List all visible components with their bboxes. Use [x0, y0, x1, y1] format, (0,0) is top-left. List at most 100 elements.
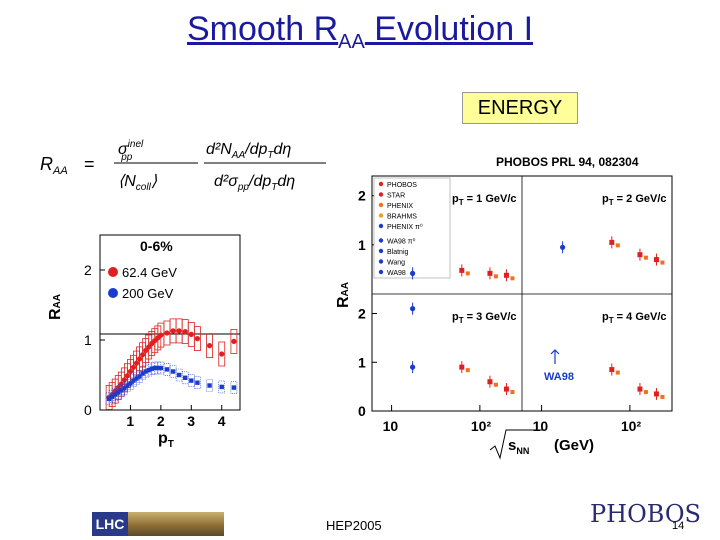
legend-marker	[378, 248, 384, 254]
point-phobos	[487, 379, 493, 385]
point-200gev	[137, 374, 142, 379]
sys-error-box	[218, 380, 226, 394]
point-sps	[410, 306, 416, 312]
y-tick-label: 0	[84, 402, 92, 418]
page-number: 14	[672, 520, 685, 532]
point-62gev	[194, 336, 200, 342]
x-tick-label: 10²	[471, 418, 492, 434]
legend-marker	[378, 223, 384, 229]
legend-entry: BRAHMS	[387, 214, 417, 221]
legend-entry: PHENIX π⁰	[387, 223, 423, 231]
legend-entry: Wang	[387, 260, 405, 267]
legend-marker	[378, 238, 384, 243]
svg-text:sNN: sNN	[508, 437, 529, 456]
point-phobos	[487, 270, 493, 276]
point-phobos	[637, 386, 643, 392]
legend-marker-62	[108, 267, 118, 277]
point-200gev	[131, 378, 136, 383]
point-phobos	[609, 239, 615, 245]
left-chart-ylabel: RAA	[47, 294, 64, 320]
sys-error-box	[206, 379, 213, 392]
point-200gev	[109, 394, 115, 399]
wa98-annotation: WA98	[544, 349, 574, 383]
point-200gev	[195, 380, 200, 385]
left-chart-y-ticks: 0 1 2	[84, 262, 105, 418]
sys-error-box	[193, 326, 201, 351]
point-other	[615, 370, 620, 375]
sys-error-box	[206, 333, 213, 358]
point-62gev	[206, 343, 213, 349]
point-200gev	[189, 378, 194, 383]
lhc-logo: LHC	[92, 512, 128, 536]
right-chart-ylabel: RAA	[335, 282, 352, 308]
legend-marker	[378, 202, 384, 208]
point-200gev	[219, 384, 224, 390]
x-tick-label: 10	[383, 418, 399, 434]
x-tick-label: 3	[187, 413, 195, 429]
point-200gev	[149, 366, 154, 371]
x-tick-label: 10²	[621, 418, 642, 434]
wa98-arrow	[550, 349, 560, 364]
legend-entry: STAR	[387, 193, 405, 200]
legend-entry: WA98 π⁰	[387, 238, 416, 246]
left-chart-title: 0-6%	[140, 238, 173, 254]
point-phobos	[503, 272, 509, 278]
point-200gev	[140, 371, 145, 376]
point-other	[465, 271, 470, 276]
point-62gev	[170, 328, 176, 334]
left-chart: 0-6% RAA pT 0 1 2 1 2 3 4 62.4 GeV 200 GeV	[47, 234, 241, 450]
point-62gev	[231, 338, 237, 344]
point-sps	[560, 244, 566, 250]
legend-entry: WA98	[387, 270, 406, 277]
point-62gev	[158, 332, 164, 338]
phobos-logo: PHOBOS	[590, 500, 701, 528]
point-200gev	[106, 396, 112, 401]
left-chart-xlabel: pT	[158, 430, 174, 450]
formula-frac1-den: ⟨Ncoll⟩	[118, 173, 158, 193]
svg-text:(GeV): (GeV)	[554, 437, 594, 454]
x-tick-label: 4	[218, 413, 226, 429]
point-phobos	[609, 367, 615, 373]
point-phobos	[653, 257, 659, 263]
right-chart-x-ticks: 10 10² 10 10²	[383, 405, 642, 434]
left-chart-points	[105, 318, 238, 410]
point-200gev	[158, 365, 164, 371]
point-200gev	[122, 386, 127, 391]
y-tick-label: 1	[358, 354, 366, 370]
y-tick-label: 2	[358, 306, 366, 322]
legend-marker	[378, 259, 384, 264]
panel-label: pT = 4 GeV/c	[602, 311, 667, 325]
sys-error-box	[218, 341, 226, 367]
legend-marker-200	[108, 288, 118, 298]
left-chart-legend: 62.4 GeV 200 GeV	[108, 265, 177, 301]
city-skyline-image	[128, 512, 224, 536]
sys-error-box	[169, 365, 177, 378]
point-phobos	[459, 364, 465, 370]
legend-label-200: 200 GeV	[122, 286, 174, 301]
point-other	[493, 382, 498, 387]
point-other	[643, 255, 648, 260]
x-tick-label: 1	[126, 413, 134, 429]
formula-svg: RAA = σinel pp ⟨Ncoll⟩ d²NAA/dpTdη d²σpp/…	[40, 139, 326, 193]
wa98-label: WA98	[544, 371, 574, 383]
point-other	[493, 274, 498, 279]
panel-label: pT = 1 GeV/c	[452, 193, 517, 207]
right-chart-points	[410, 236, 665, 400]
legend-marker	[378, 213, 384, 218]
point-sps	[410, 270, 416, 276]
sys-error-box	[230, 329, 238, 354]
legend-entry: Blatnig	[387, 249, 409, 256]
legend-entry: PHENIX	[387, 203, 413, 210]
reference-text: PHOBOS PRL 94, 082304	[496, 155, 639, 169]
y-tick-label: 1	[84, 332, 92, 348]
legend-marker	[378, 192, 384, 197]
y-tick-label: 0	[358, 403, 366, 419]
panel-label: pT = 3 GeV/c	[452, 311, 517, 325]
point-200gev	[119, 388, 124, 393]
point-200gev	[176, 372, 182, 378]
y-tick-label: 2	[84, 262, 92, 278]
point-200gev	[125, 383, 130, 388]
point-sps	[410, 364, 416, 370]
legend-marker	[378, 181, 384, 187]
formula-lhs: RAA	[40, 154, 68, 177]
